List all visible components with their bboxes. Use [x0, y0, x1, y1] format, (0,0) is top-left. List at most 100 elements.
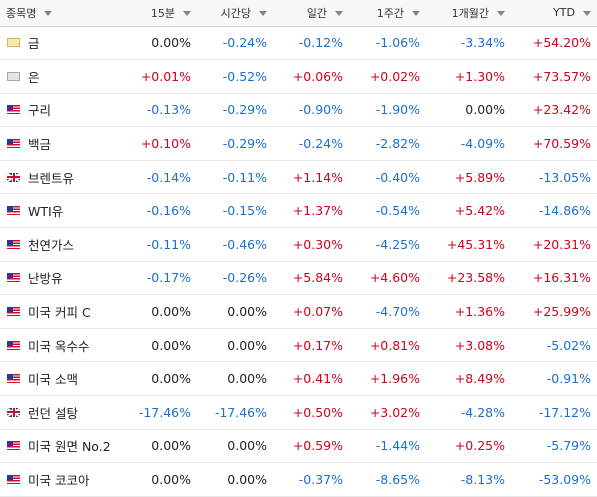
sort-down-icon[interactable]: [183, 10, 191, 16]
change-daily-cell: +0.41%: [273, 361, 349, 397]
table-row[interactable]: WTI유 -0.16% -0.15% +1.37% -0.54% +5.42% -14.86…: [0, 193, 597, 229]
us-flag-icon: [7, 475, 20, 485]
change-monthly-cell: +5.89%: [426, 160, 511, 195]
change-weekly-cell: +0.02%: [349, 59, 426, 94]
commodity-name-cell: 미국 원면 No.2: [0, 429, 128, 464]
change-weekly-cell: -1.90%: [349, 93, 426, 128]
column-header-label: 1주간: [376, 6, 404, 20]
column-header-name[interactable]: 종목명: [0, 0, 128, 27]
change-weekly-cell: +0.81%: [349, 328, 426, 363]
change-m15-cell: -0.11%: [128, 227, 197, 262]
change-weekly-cell: +3.02%: [349, 395, 426, 430]
column-header-monthly[interactable]: 1개월간: [426, 0, 511, 27]
column-header-label: 일간: [306, 6, 327, 20]
commodity-link[interactable]: 미국 커피 C: [28, 305, 91, 321]
change-ytd-cell: +16.31%: [511, 261, 597, 296]
column-header-label: YTD: [553, 6, 575, 20]
column-header-15m[interactable]: 15분: [128, 0, 197, 27]
silver-icon: [7, 71, 20, 81]
change-hourly-cell: -0.52%: [197, 59, 273, 94]
sort-down-icon[interactable]: [259, 10, 267, 16]
table-row[interactable]: 난방유 -0.17% -0.26% +5.84% +4.60% +23.58% +16.31…: [0, 261, 597, 296]
change-m15-cell: 0.00%: [128, 361, 197, 397]
us-flag-icon: [7, 307, 20, 317]
commodity-link[interactable]: 은: [28, 69, 40, 85]
commodity-link[interactable]: 미국 원면 No.2: [28, 439, 111, 455]
sort-down-icon[interactable]: [335, 10, 343, 16]
table-row[interactable]: 미국 원면 No.2 0.00% 0.00% +0.59% -1.44% +0.25% -5…: [0, 429, 597, 464]
table-row[interactable]: 미국 옥수수 0.00% 0.00% +0.17% +0.81% +3.08% -5.02%: [0, 328, 597, 363]
change-daily-cell: -0.24%: [273, 126, 349, 161]
change-monthly-cell: -4.28%: [426, 395, 511, 430]
change-ytd-cell: +25.99%: [511, 294, 597, 329]
change-hourly-cell: -17.46%: [197, 395, 273, 430]
change-daily-cell: +0.50%: [273, 395, 349, 430]
column-header-daily[interactable]: 일간: [273, 0, 349, 27]
commodity-link[interactable]: 런던 설탕: [28, 405, 78, 421]
change-daily-cell: +0.59%: [273, 429, 349, 464]
commodity-link[interactable]: 금: [28, 36, 40, 52]
change-weekly-cell: -1.44%: [349, 429, 426, 464]
commodity-name-cell: 미국 커피 C: [0, 294, 128, 329]
table-row[interactable]: 구리 -0.13% -0.29% -0.90% -1.90% 0.00% +23.42%: [0, 93, 597, 128]
change-monthly-cell: +1.36%: [426, 294, 511, 329]
column-header-hourly[interactable]: 시간당: [197, 0, 273, 27]
change-hourly-cell: 0.00%: [197, 294, 273, 329]
commodity-link[interactable]: 구리: [28, 103, 52, 119]
change-daily-cell: +5.84%: [273, 261, 349, 296]
commodity-link[interactable]: 미국 소맥: [28, 372, 78, 388]
change-daily-cell: -0.90%: [273, 93, 349, 128]
table-row[interactable]: 브렌트유 -0.14% -0.11% +1.14% -0.40% +5.89% -13.05…: [0, 160, 597, 195]
column-header-label: 15분: [150, 6, 175, 20]
commodity-name-cell: WTI유: [0, 193, 128, 229]
change-monthly-cell: -8.13%: [426, 462, 511, 497]
commodity-link[interactable]: WTI유: [28, 204, 64, 220]
change-monthly-cell: +45.31%: [426, 227, 511, 262]
table-row[interactable]: 미국 소맥 0.00% 0.00% +0.41% +1.96% +8.49% -0.91%: [0, 361, 597, 397]
change-m15-cell: 0.00%: [128, 429, 197, 464]
change-weekly-cell: -8.65%: [349, 462, 426, 497]
change-daily-cell: +0.07%: [273, 294, 349, 329]
column-header-ytd[interactable]: YTD: [511, 0, 597, 27]
commodity-link[interactable]: 백금: [28, 137, 52, 153]
change-ytd-cell: -17.12%: [511, 395, 597, 430]
commodity-link[interactable]: 난방유: [28, 271, 63, 287]
change-hourly-cell: -0.46%: [197, 227, 273, 262]
uk-flag-icon: [7, 407, 20, 417]
table-row[interactable]: 금 0.00% -0.24% -0.12% -1.06% -3.34% +54.20%: [0, 26, 597, 61]
change-ytd-cell: -0.91%: [511, 361, 597, 397]
sort-down-icon[interactable]: [412, 10, 420, 16]
us-flag-icon: [7, 139, 20, 149]
commodity-name-cell: 난방유: [0, 261, 128, 296]
change-m15-cell: 0.00%: [128, 328, 197, 363]
column-header-weekly[interactable]: 1주간: [349, 0, 426, 27]
commodity-link[interactable]: 미국 옥수수: [28, 338, 90, 354]
sort-down-icon[interactable]: [497, 10, 505, 16]
change-m15-cell: 0.00%: [128, 294, 197, 329]
change-m15-cell: -0.17%: [128, 261, 197, 296]
table-row[interactable]: 백금 +0.10% -0.29% -0.24% -2.82% -4.09% +70.59%: [0, 126, 597, 161]
table-row[interactable]: 천연가스 -0.11% -0.46% +0.30% -4.25% +45.31% +20.3…: [0, 227, 597, 262]
change-m15-cell: +0.10%: [128, 126, 197, 161]
table-row[interactable]: 런던 설탕 -17.46% -17.46% +0.50% +3.02% -4.28% -17…: [0, 395, 597, 430]
change-ytd-cell: -13.05%: [511, 160, 597, 195]
table-row[interactable]: 미국 커피 C 0.00% 0.00% +0.07% -4.70% +1.36% +25.9…: [0, 294, 597, 329]
table-row[interactable]: 은 +0.01% -0.52% +0.06% +0.02% +1.30% +73.57%: [0, 59, 597, 94]
sort-down-icon[interactable]: [44, 10, 53, 16]
commodity-name-cell: 구리: [0, 93, 128, 128]
commodity-name-cell: 미국 옥수수: [0, 328, 128, 363]
gold-icon: [7, 38, 20, 48]
commodity-link[interactable]: 브렌트유: [28, 170, 75, 186]
table-row[interactable]: 미국 코코아 0.00% 0.00% -0.37% -8.65% -8.13% -53.09…: [0, 462, 597, 497]
change-m15-cell: +0.01%: [128, 59, 197, 94]
commodity-name-cell: 천연가스: [0, 227, 128, 262]
change-hourly-cell: -0.26%: [197, 261, 273, 296]
change-monthly-cell: +0.25%: [426, 429, 511, 464]
commodity-link[interactable]: 천연가스: [28, 237, 75, 253]
commodity-link[interactable]: 미국 코코아: [28, 473, 90, 489]
change-weekly-cell: -1.06%: [349, 26, 426, 61]
commodity-name-cell: 미국 코코아: [0, 462, 128, 497]
sort-down-icon[interactable]: [583, 10, 591, 16]
change-ytd-cell: -5.02%: [511, 328, 597, 363]
change-ytd-cell: -5.79%: [511, 429, 597, 464]
